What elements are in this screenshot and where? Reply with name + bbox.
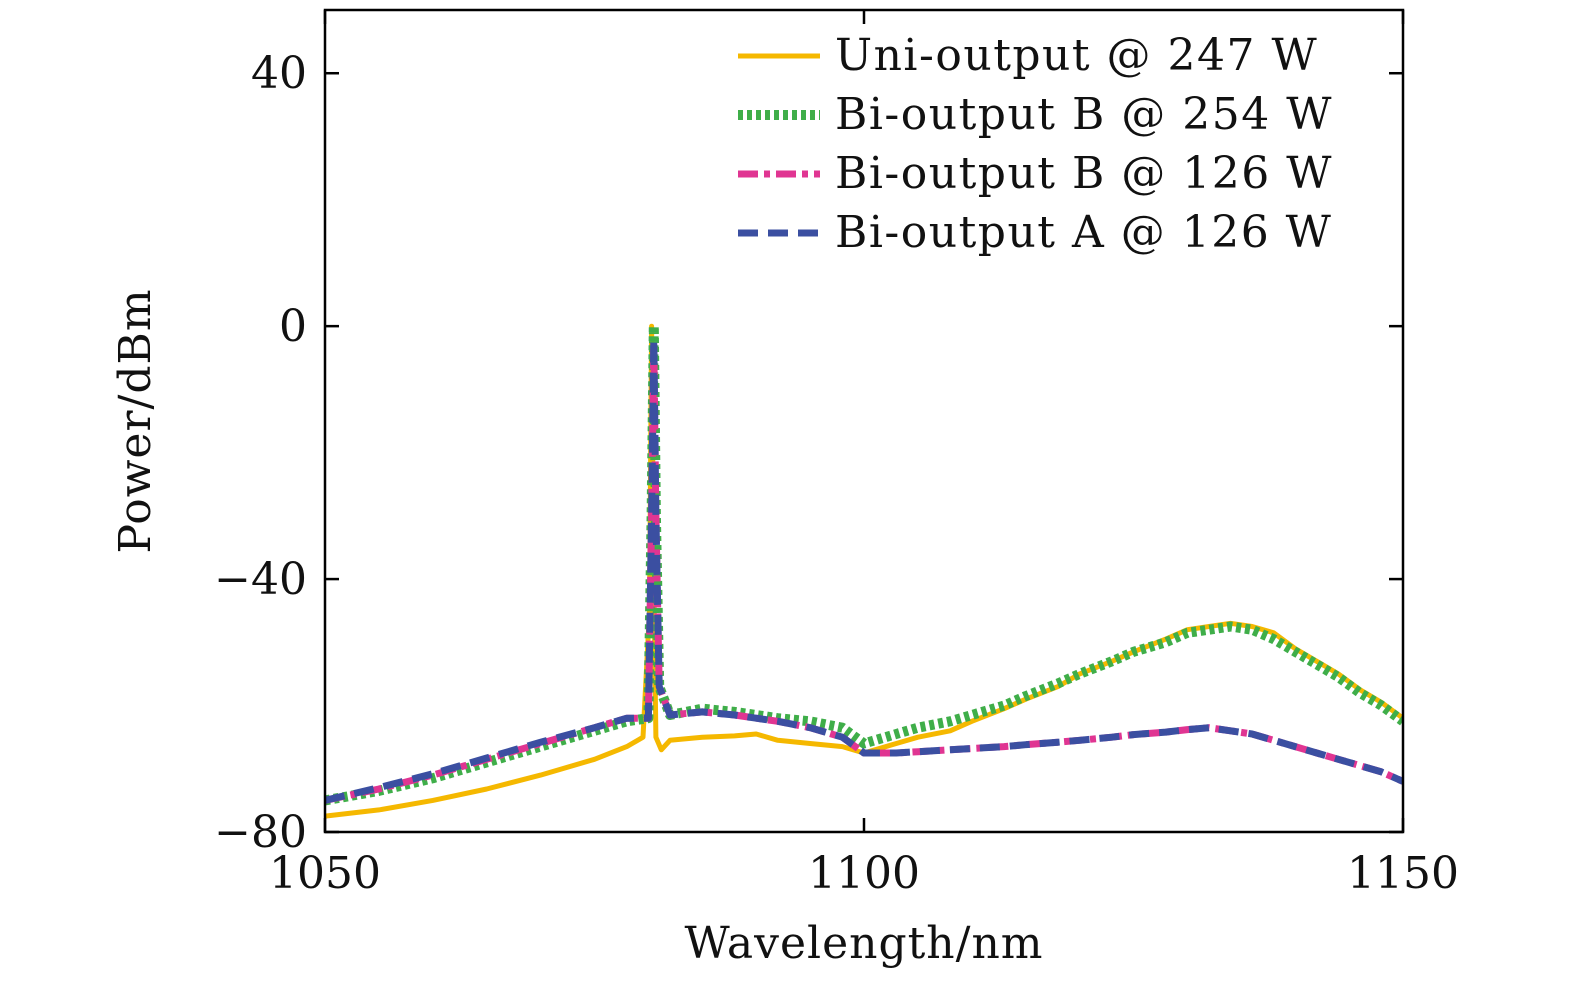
x-tick-label: 1050 (269, 848, 381, 899)
series-line-3 (325, 341, 1403, 804)
x-tick-label: 1100 (808, 848, 920, 899)
legend: Uni-output @ 247 W Bi-output B @ 254 W Bi-… (738, 30, 1333, 258)
legend-label-3: Bi-output B @ 126 W (835, 148, 1333, 199)
y-tick-label: −80 (214, 807, 307, 858)
legend-label-1: Uni-output @ 247 W (835, 30, 1318, 81)
y-tick-label: 40 (251, 48, 307, 99)
tick-layer: 1050 1100 1150 −80 −40 0 40 (214, 10, 1459, 899)
y-tick-label: −40 (214, 554, 307, 605)
y-axis-label: Power/dBm (110, 288, 161, 553)
series-layer (325, 321, 1403, 819)
x-axis-label: Wavelength/nm (684, 918, 1043, 969)
legend-label-4: Bi-output A @ 126 W (835, 207, 1332, 258)
series-line-1 (325, 323, 1403, 819)
series-line-2 (325, 321, 1403, 806)
y-tick-label: 0 (279, 301, 307, 352)
series-line-4 (325, 335, 1403, 804)
legend-label-2: Bi-output B @ 254 W (835, 89, 1333, 140)
x-tick-label: 1150 (1347, 848, 1459, 899)
